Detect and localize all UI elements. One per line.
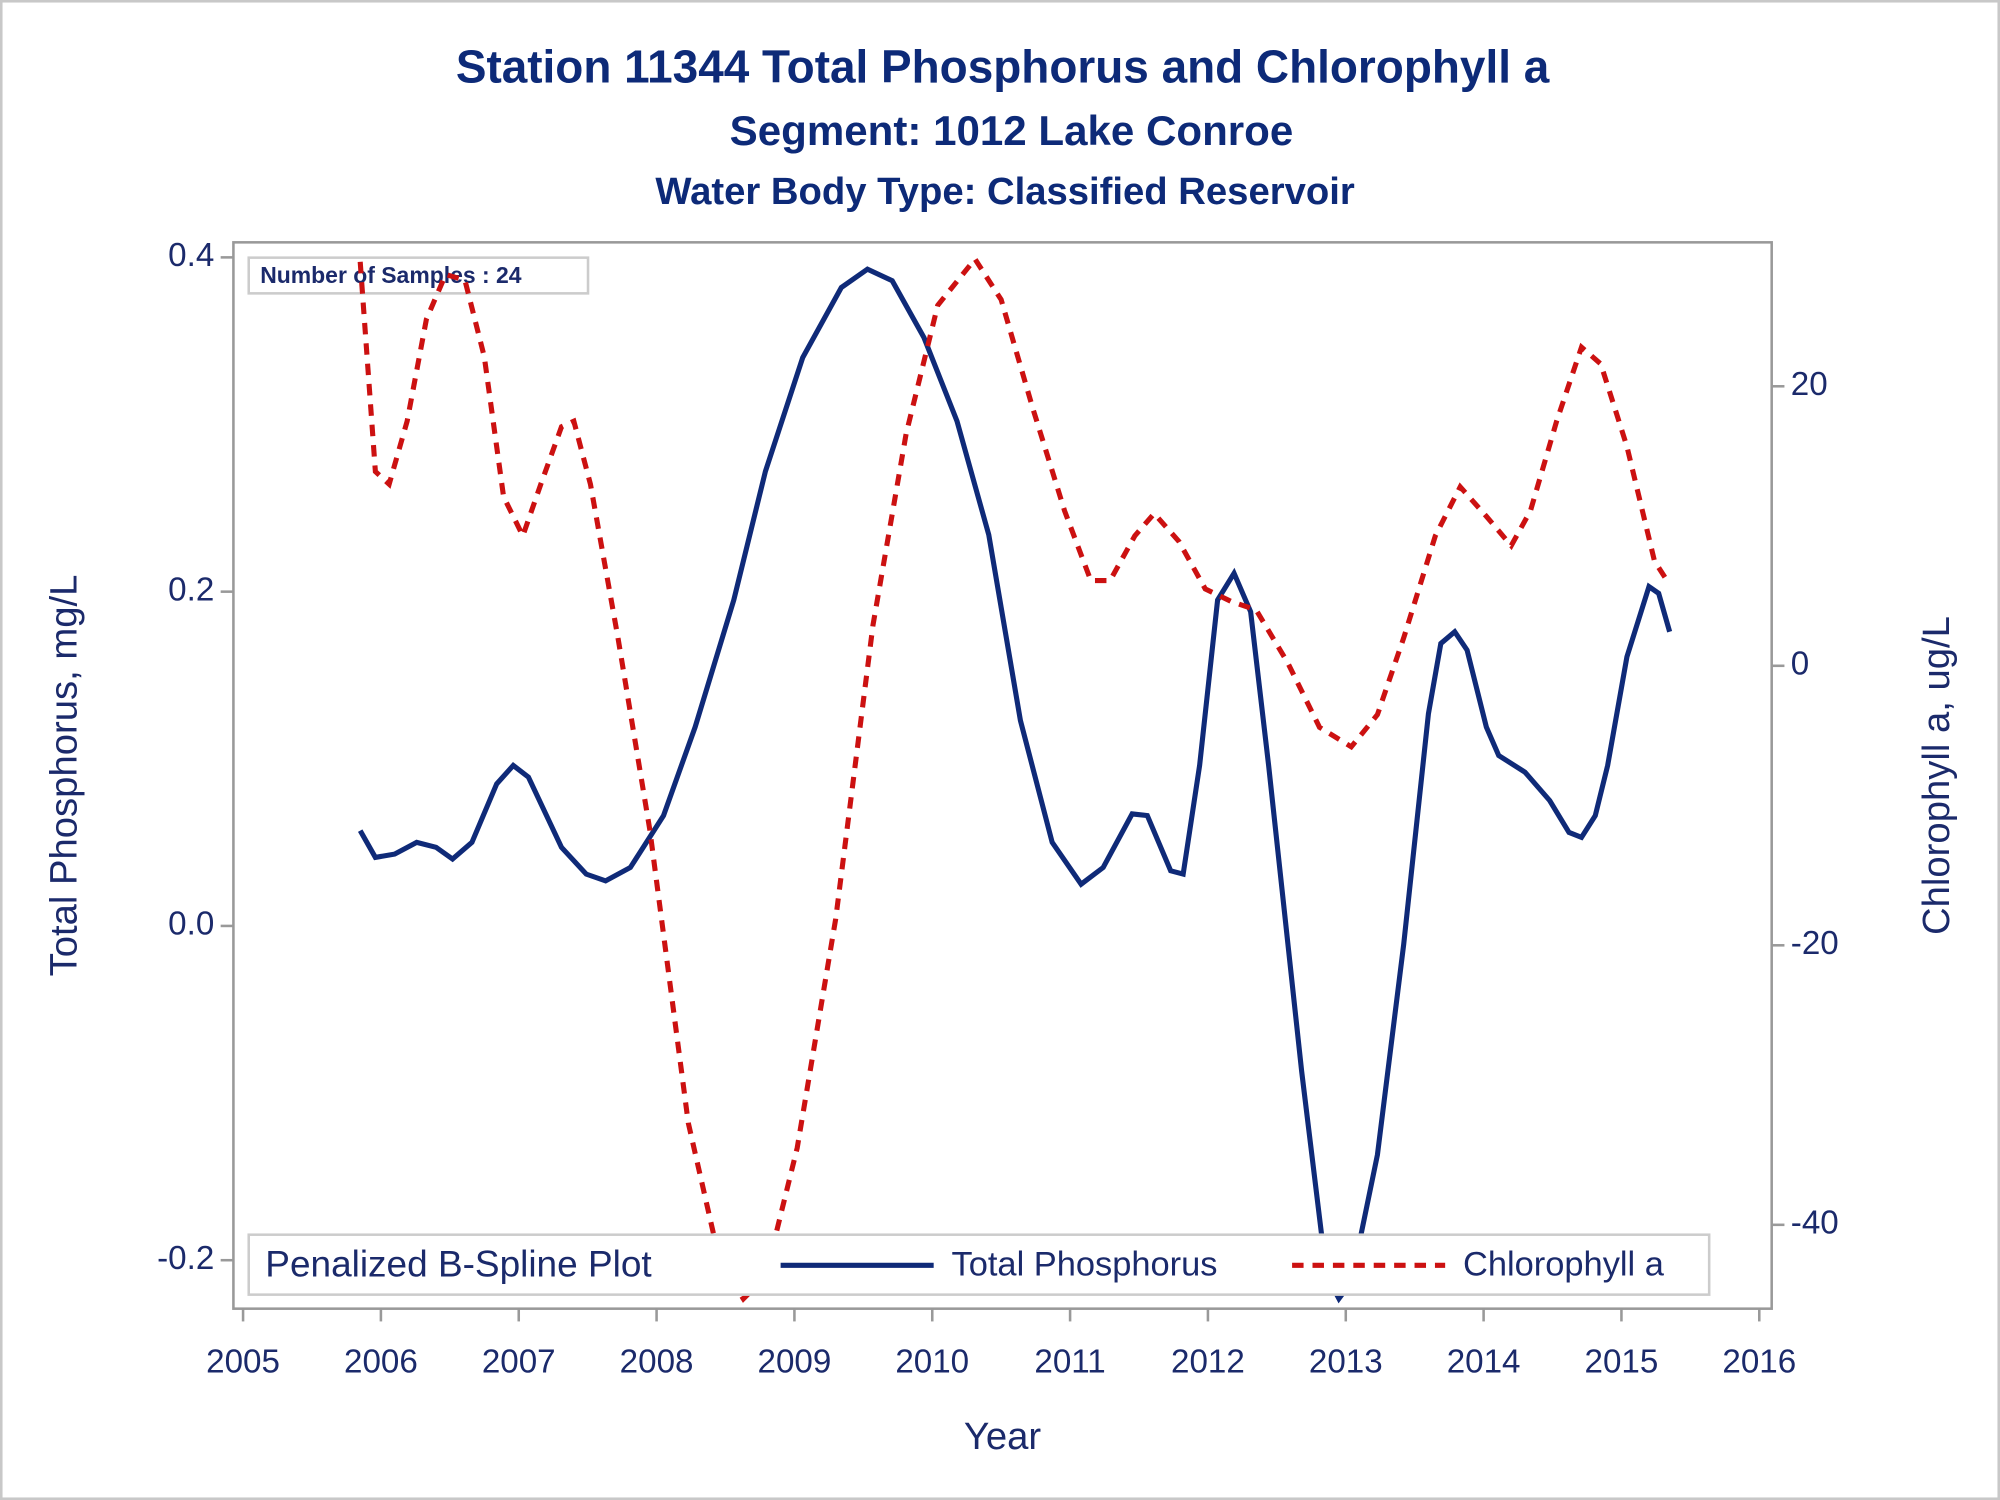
data-line [357, 254, 1672, 1303]
y-axis-label: Total Phosphorus, mg/L [42, 575, 85, 977]
y-tick-label: 0.4 [168, 237, 214, 274]
chart-title: Station 11344 Total Phosphorus and Chlor… [456, 40, 1550, 92]
x-tick-label: 2005 [206, 1343, 280, 1380]
x-tick-label: 2011 [1034, 1343, 1105, 1380]
y2-tick-label: -40 [1791, 1205, 1839, 1242]
x-tick-label: 2016 [1722, 1343, 1796, 1380]
y-tick-label: 0.0 [168, 906, 214, 943]
y2-tick-label: 0 [1791, 646, 1809, 683]
annotation: Number of Samples : 24 [260, 262, 522, 288]
legend-box [247, 1233, 1711, 1296]
y-tick-label: 0.2 [168, 571, 214, 608]
x-tick-label: 2012 [1171, 1343, 1245, 1380]
x-tick-label: 2008 [620, 1343, 694, 1380]
x-tick-label: 2006 [344, 1343, 418, 1380]
x-tick-label: 2015 [1585, 1343, 1659, 1380]
y2-tick-label: -20 [1791, 925, 1839, 962]
x-tick-label: 2009 [758, 1343, 832, 1380]
data-line [357, 266, 1673, 1304]
x-tick-label: 2010 [895, 1343, 969, 1380]
chart-subtitle: Water Body Type: Classified Reservoir [655, 170, 1354, 213]
x-axis-label: Year [964, 1415, 1042, 1458]
x-tick-label: 2014 [1447, 1343, 1521, 1380]
legend-label: Chlorophyll a [1463, 1246, 1665, 1284]
annotation-box [247, 256, 590, 295]
y-tick-label: -0.2 [157, 1240, 214, 1277]
y2-tick-label: 20 [1791, 366, 1828, 403]
plot-frame [232, 241, 1773, 1310]
chart-subtitle: Segment: 1012 Lake Conroe [730, 107, 1294, 154]
legend-title: Penalized B-Spline Plot [265, 1243, 651, 1284]
x-tick-label: 2013 [1309, 1343, 1383, 1380]
x-tick-label: 2007 [482, 1343, 556, 1380]
legend-label: Total Phosphorus [952, 1246, 1218, 1284]
y2-axis-label: Chlorophyll a, ug/L [1915, 616, 1958, 935]
